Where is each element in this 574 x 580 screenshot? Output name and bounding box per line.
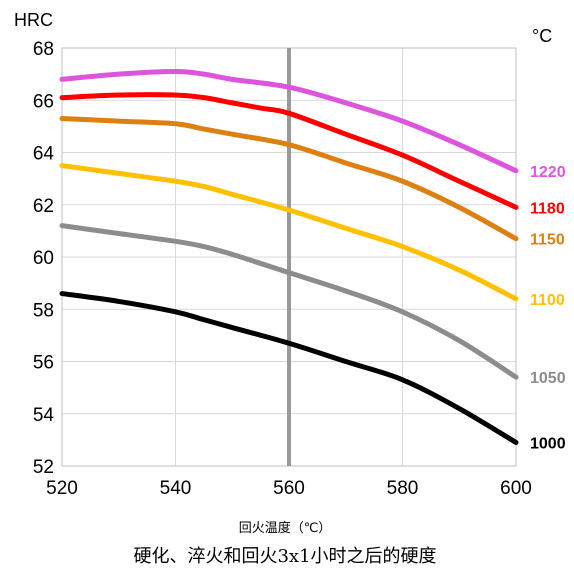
y-tick-label-3: 58 <box>33 300 54 321</box>
y-axis-label: HRC <box>14 10 53 30</box>
series-line-1100 <box>59 163 519 302</box>
x-tick-label-1: 540 <box>160 478 192 499</box>
series-label-1220: 1220 <box>530 164 566 181</box>
series-label-1180: 1180 <box>530 200 565 217</box>
x-tick-label-4: 600 <box>500 478 532 499</box>
series-line-1050 <box>59 223 519 380</box>
y-tick-label-0: 52 <box>33 457 54 478</box>
series-labels: 1220 1180 1150 1100 1050 1000 <box>530 164 566 453</box>
y-tick-label-2: 56 <box>33 353 54 374</box>
chart-title: 硬化、淬火和回火3x1小时之后的硬度 <box>133 546 436 567</box>
y-tick-label-1: 54 <box>33 405 55 426</box>
x-tick-label-0: 520 <box>46 478 78 499</box>
tick-labels: 52 54 56 58 60 62 64 66 68 520 540 560 580 600 <box>33 39 532 499</box>
series-line-1000 <box>59 291 519 445</box>
y-tick-label-6: 64 <box>33 144 55 165</box>
series-line-1180 <box>59 92 519 210</box>
series-label-1050: 1050 <box>530 370 566 387</box>
series-line-1220 <box>59 69 519 174</box>
series-lines <box>59 69 519 445</box>
series-line-1150 <box>59 116 519 242</box>
x-tick-label-2: 560 <box>273 478 305 499</box>
series-label-1100: 1100 <box>530 292 565 309</box>
y-tick-label-4: 60 <box>33 248 54 269</box>
series-label-1150: 1150 <box>530 232 565 249</box>
x-axis-label: 回火温度（℃） <box>239 520 332 536</box>
y-tick-label-5: 62 <box>33 196 54 217</box>
series-label-1000: 1000 <box>530 435 566 452</box>
y-tick-label-7: 66 <box>33 91 54 112</box>
legend-unit: °C <box>532 26 552 46</box>
x-tick-label-3: 580 <box>387 478 419 499</box>
y-tick-label-8: 68 <box>33 39 54 60</box>
